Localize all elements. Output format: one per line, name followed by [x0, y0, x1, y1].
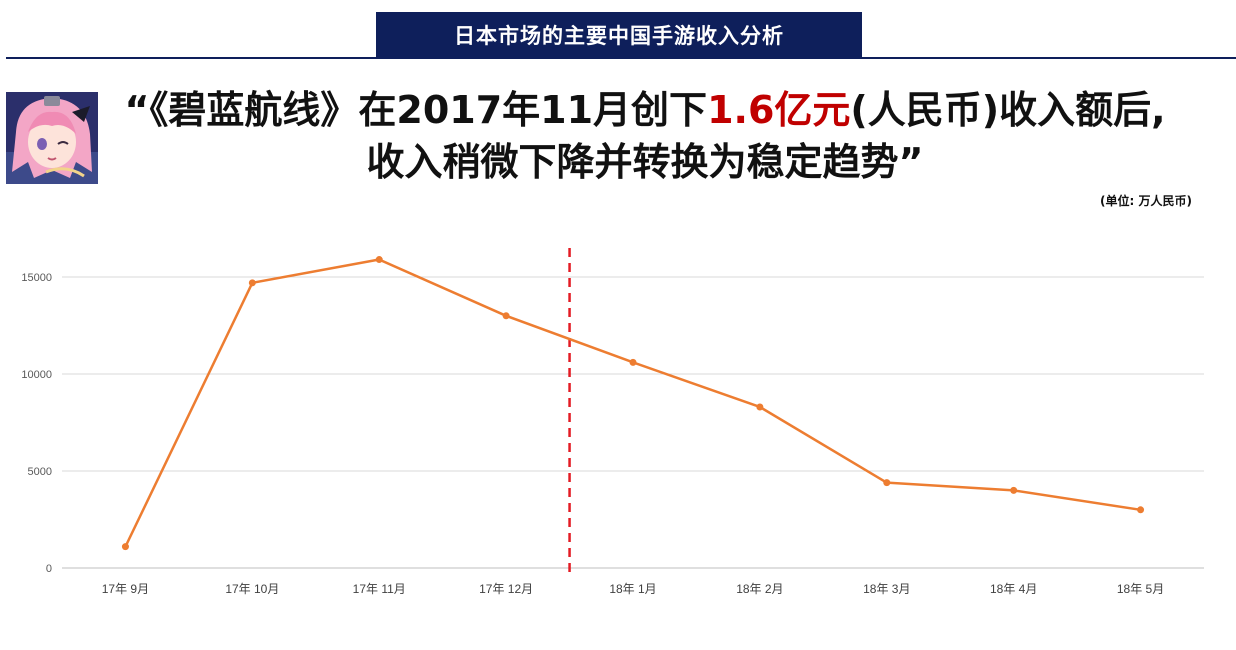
- section-title: 日本市场的主要中国手游收入分析: [454, 23, 784, 48]
- anime-character-icon: [6, 92, 98, 184]
- headline-highlight: 1.6亿元: [707, 88, 851, 132]
- x-tick-label: 17年 11月: [353, 582, 406, 596]
- x-tick-label: 17年 10月: [225, 582, 279, 596]
- revenue-line-chart: 0 5000 10000 15000 17年 9月 17年 10月 17年 11月 17年 …: [21, 248, 1204, 596]
- section-title-bar: 日本市场的主要中国手游收入分析: [376, 12, 862, 57]
- data-point: [883, 479, 891, 487]
- data-point: [248, 279, 256, 287]
- headline-suffix: (人民币)收入额后,: [850, 88, 1166, 132]
- y-tick-label: 10000: [21, 369, 52, 381]
- x-tick-label: 18年 4月: [990, 582, 1037, 596]
- x-tick-label: 17年 9月: [102, 582, 149, 596]
- data-point: [502, 312, 510, 320]
- headline-line-1: “《碧蓝航线》在2017年11月创下1.6亿元(人民币)收入额后,: [110, 84, 1180, 136]
- data-point: [121, 543, 129, 551]
- x-tick-label: 18年 5月: [1117, 582, 1164, 596]
- data-point: [756, 403, 764, 411]
- game-character-avatar: [6, 92, 98, 184]
- y-tick-label: 0: [46, 563, 52, 575]
- x-tick-label: 18年 3月: [863, 582, 910, 596]
- headline: “《碧蓝航线》在2017年11月创下1.6亿元(人民币)收入额后, 收入稍微下降…: [110, 84, 1180, 188]
- unit-note: (单位: 万人民币): [1100, 194, 1192, 208]
- data-point: [1137, 506, 1145, 514]
- x-tick-label: 18年 1月: [609, 582, 656, 596]
- header-divider: [6, 57, 1236, 59]
- headline-prefix: “《碧蓝航线》在2017年11月创下: [124, 88, 708, 132]
- x-tick-label: 18年 2月: [736, 582, 783, 596]
- data-point: [1010, 486, 1018, 494]
- x-tick-label: 17年 12月: [479, 582, 533, 596]
- y-tick-label: 5000: [28, 466, 52, 478]
- series-line: [124, 258, 1141, 548]
- y-tick-label: 15000: [21, 272, 52, 284]
- headline-line-2: 收入稍微下降并转换为稳定趋势”: [366, 140, 924, 184]
- data-point: [629, 358, 637, 366]
- data-point: [375, 256, 383, 264]
